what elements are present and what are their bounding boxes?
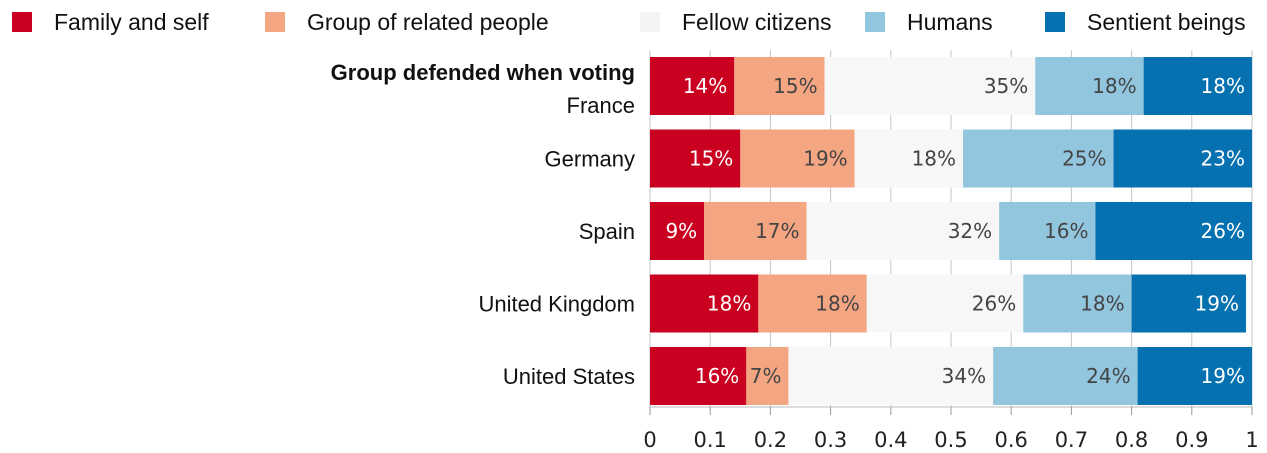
bar-segment xyxy=(788,347,994,405)
x-tick-label: 0.5 xyxy=(934,428,967,452)
category-label: United States xyxy=(503,364,635,389)
bars: 14% 15% 35% 18% 18% 15% 19% 18% 25% 23% 9% 17% 32% 16… xyxy=(650,57,1252,405)
bar-segment xyxy=(866,274,1024,333)
category-label: United Kingdom xyxy=(478,292,635,317)
bar-label: 18% xyxy=(1201,74,1245,98)
x-tick-label: 0.7 xyxy=(1055,428,1088,452)
x-tick-label: 0.8 xyxy=(1115,428,1148,452)
legend-label: Group of related people xyxy=(307,9,549,35)
bar-segment xyxy=(1023,274,1132,333)
legend-label: Family and self xyxy=(54,9,209,35)
category-label: Spain xyxy=(579,219,635,244)
bar-label: 15% xyxy=(773,74,817,98)
bar-label: 23% xyxy=(1201,147,1245,171)
x-tick-label: 0.3 xyxy=(814,428,847,452)
x-tick-label: 0.2 xyxy=(754,428,787,452)
bar-label: 9% xyxy=(665,219,697,243)
bar-label: 18% xyxy=(1092,74,1136,98)
bar-segment xyxy=(1035,57,1144,115)
bar-segment xyxy=(650,202,705,260)
bar-segment xyxy=(650,57,735,115)
y-axis-title: Group defended when voting xyxy=(331,60,635,85)
category-labels: France Germany Spain United Kingdom United S… xyxy=(478,93,635,389)
legend-swatch xyxy=(865,12,885,32)
bar-label: 18% xyxy=(912,147,956,171)
bar-label: 19% xyxy=(1201,364,1245,388)
bar-segment xyxy=(1137,347,1252,405)
bar-label: 25% xyxy=(1062,147,1106,171)
bar-segment xyxy=(1113,129,1252,188)
bar-segment xyxy=(746,347,789,405)
bar-segment xyxy=(1143,57,1252,115)
bar-segment xyxy=(734,57,825,115)
legend-label: Humans xyxy=(907,9,993,35)
bar-segment xyxy=(1131,274,1246,333)
bar-label: 32% xyxy=(948,219,992,243)
bar-label: 15% xyxy=(689,147,733,171)
bar-label: 16% xyxy=(1044,219,1088,243)
bar-label: 17% xyxy=(755,219,799,243)
x-tick-label: 0.9 xyxy=(1175,428,1208,452)
bar-label: 18% xyxy=(815,292,859,316)
bar-segment xyxy=(999,202,1096,260)
legend: Family and self Group of related people Fe… xyxy=(12,9,1246,35)
bar-label: 26% xyxy=(972,292,1016,316)
bar-segment xyxy=(704,202,807,260)
bar-segment xyxy=(740,129,855,188)
bar-label: 7% xyxy=(750,364,782,388)
legend-label: Fellow citizens xyxy=(682,9,832,35)
bar-segment xyxy=(1095,202,1252,260)
bar-label: 24% xyxy=(1086,364,1130,388)
x-tick-label: 1 xyxy=(1245,428,1258,452)
x-tick-label: 0.4 xyxy=(874,428,907,452)
bar-label: 18% xyxy=(1080,292,1124,316)
bar-segment xyxy=(824,57,1036,115)
x-tick-label: 0.6 xyxy=(994,428,1027,452)
bar-label: 18% xyxy=(707,292,751,316)
bar-segment xyxy=(650,274,759,333)
bar-label: 14% xyxy=(683,74,727,98)
bar-segment xyxy=(650,347,747,405)
category-label: France xyxy=(567,93,635,118)
legend-swatch xyxy=(265,12,285,32)
bar-label: 19% xyxy=(1195,292,1239,316)
bar-segment xyxy=(758,274,867,333)
bar-segment xyxy=(993,347,1138,405)
category-label: Germany xyxy=(545,147,635,172)
bar-segment xyxy=(806,202,1000,260)
legend-swatch xyxy=(12,12,32,32)
legend-swatch xyxy=(1045,12,1065,32)
bar-label: 34% xyxy=(942,364,986,388)
bar-label: 35% xyxy=(984,74,1028,98)
bar-segment xyxy=(650,129,741,188)
legend-label: Sentient beings xyxy=(1087,9,1246,35)
bar-label: 26% xyxy=(1201,219,1245,243)
x-tick-label: 0 xyxy=(643,428,656,452)
bar-segment xyxy=(854,129,964,188)
x-tick-label: 0.1 xyxy=(693,428,726,452)
bar-label: 19% xyxy=(803,147,847,171)
legend-swatch xyxy=(640,12,660,32)
bar-segment xyxy=(963,129,1114,188)
bar-label: 16% xyxy=(695,364,739,388)
x-axis: 0 0.1 0.2 0.3 0.4 0.5 0.6 0.7 0.8 0.9 1 xyxy=(643,406,1259,452)
